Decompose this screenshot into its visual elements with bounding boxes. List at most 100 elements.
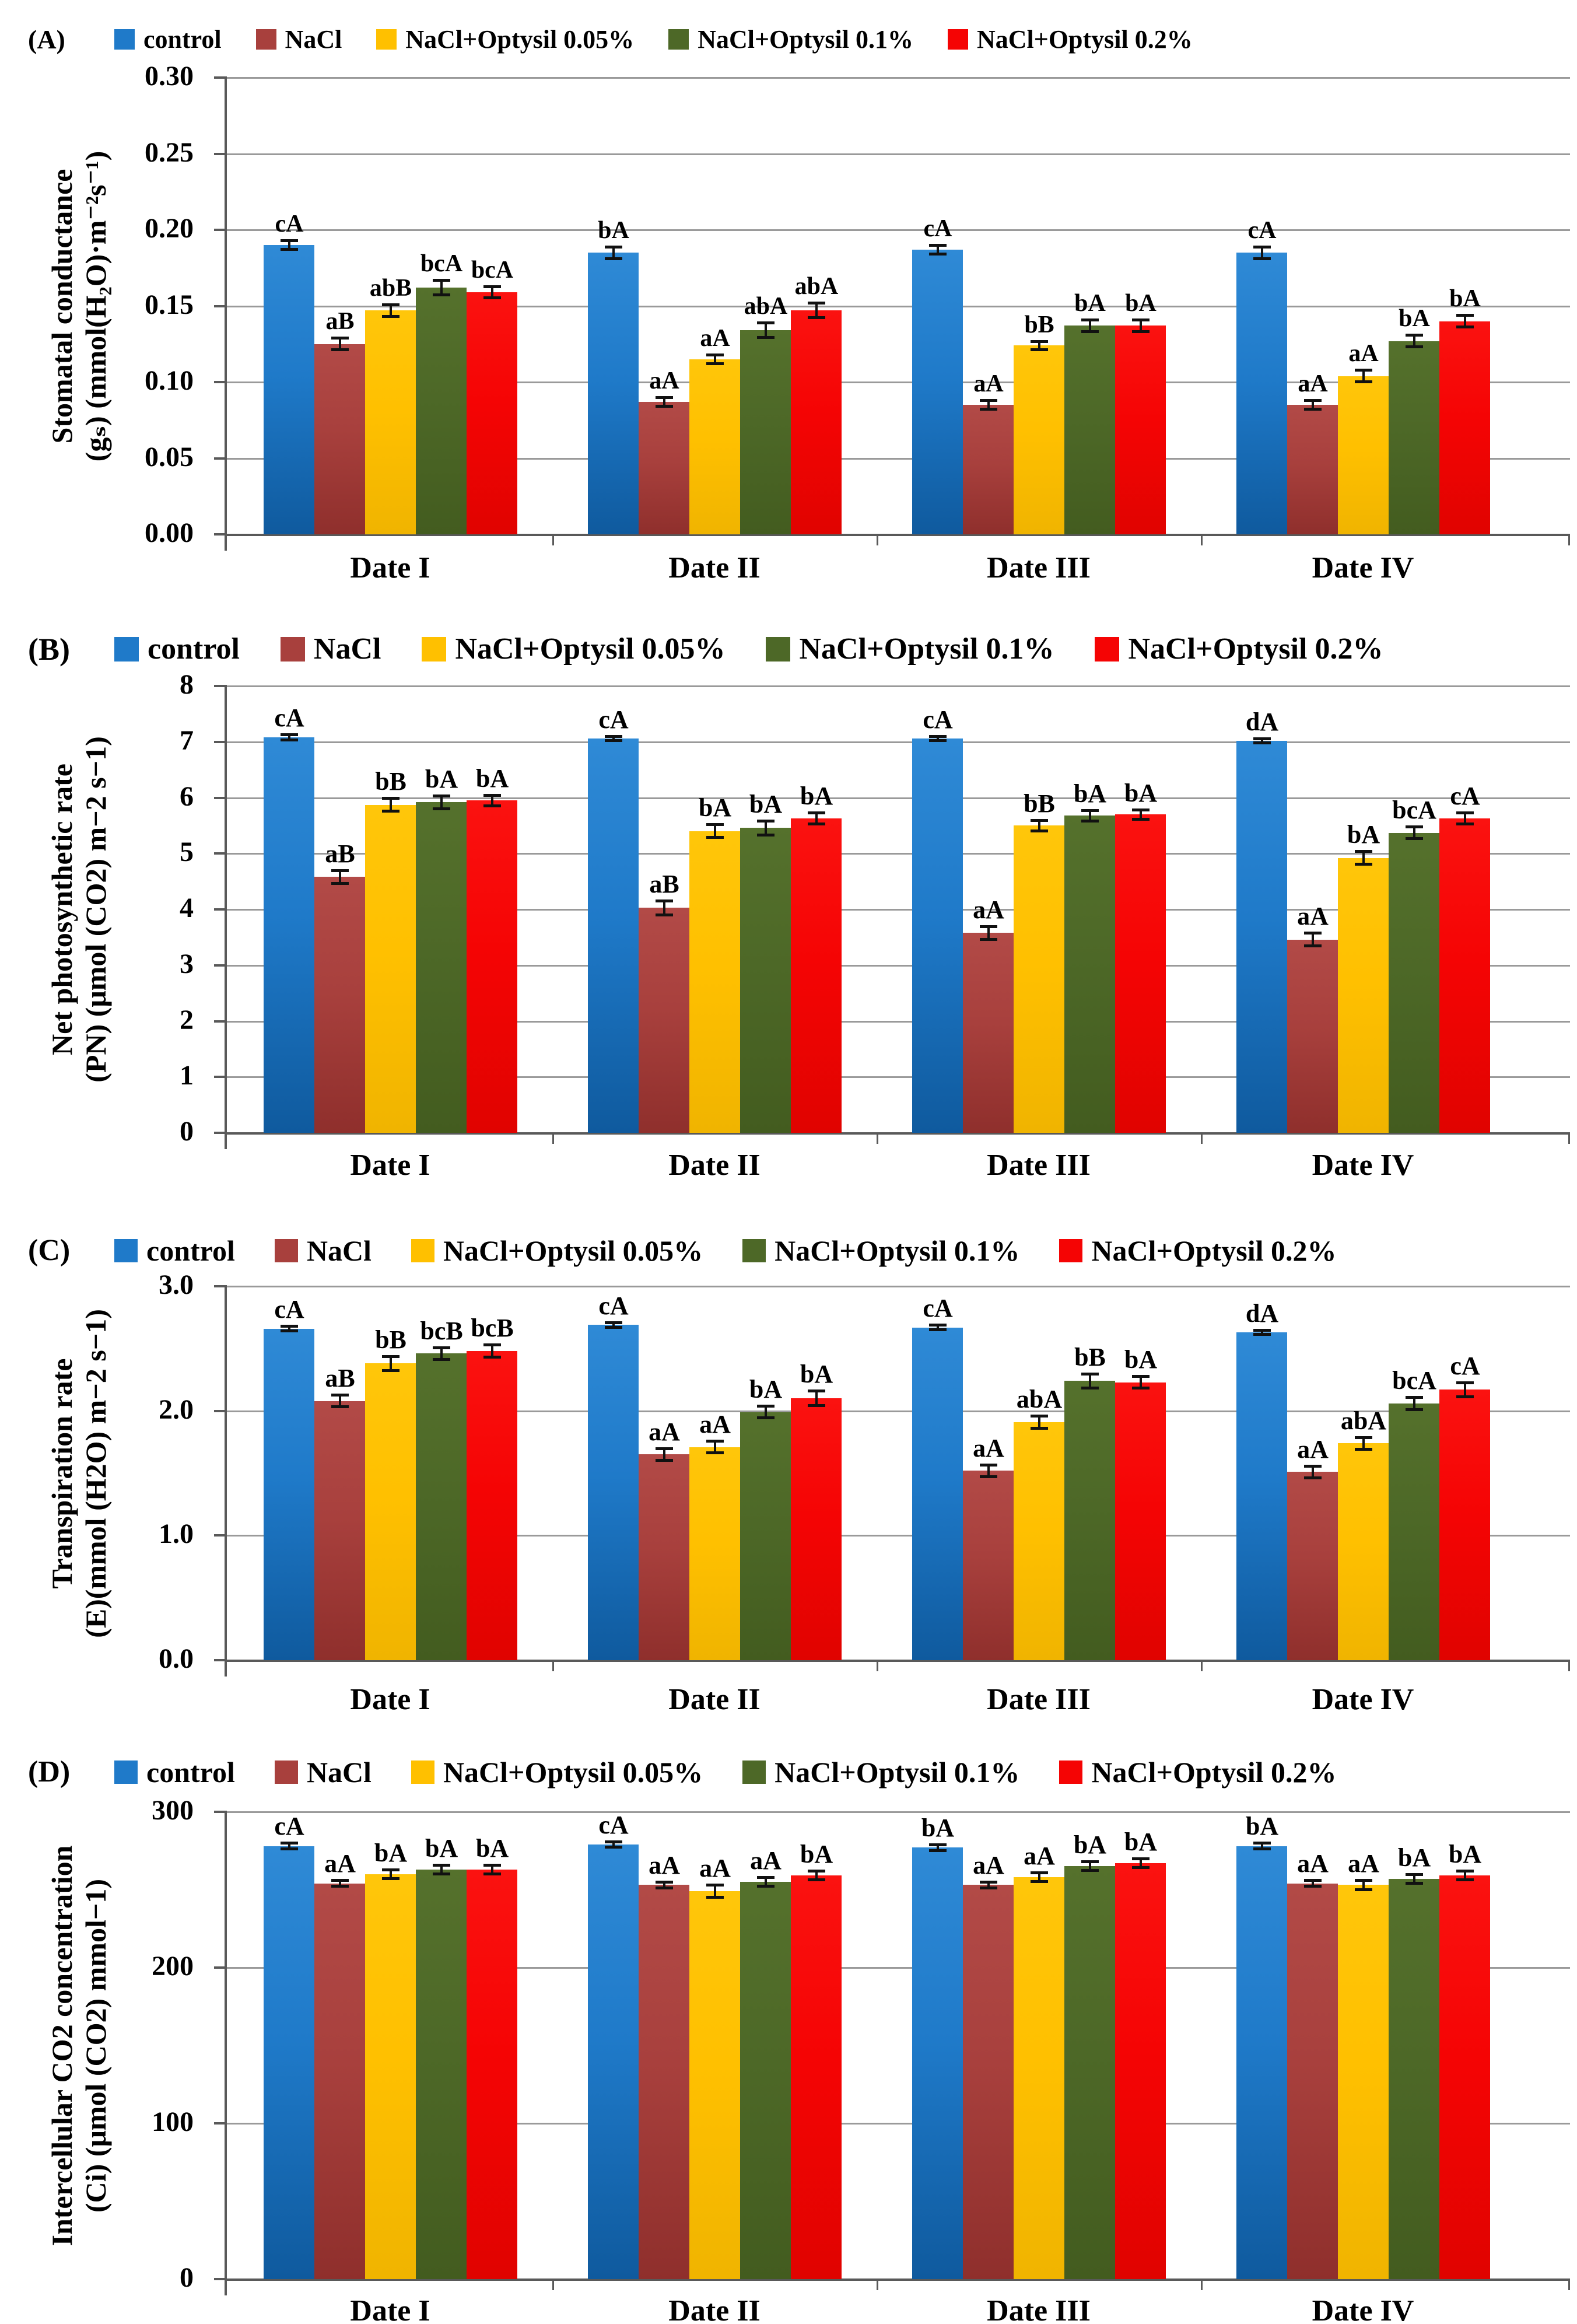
panel-letter: (B): [28, 631, 70, 667]
error-bar-cap: [433, 794, 450, 797]
significance-label: aA: [1348, 340, 1379, 367]
error-bar: [987, 400, 990, 410]
error-bar: [1261, 738, 1263, 743]
significance-label: bA: [1448, 1840, 1482, 1868]
error-bar-cap: [1355, 1436, 1372, 1439]
error-bar-cap: [605, 1846, 622, 1849]
significance-label: aA: [1297, 1849, 1329, 1878]
error-bar: [1261, 247, 1263, 259]
error-bar-cap: [757, 1416, 775, 1419]
y-tick-mark: [214, 1659, 226, 1661]
error-bar-cap: [1081, 318, 1099, 321]
error-bar-cap: [1456, 1395, 1474, 1398]
error-bar: [714, 1441, 716, 1453]
error-bar-cap: [929, 735, 947, 738]
x-axis-line: [225, 1660, 1570, 1662]
legend-color-swatch: [376, 29, 397, 50]
bar: [588, 1845, 639, 2279]
y-tick-mark: [214, 1285, 226, 1287]
legend-label: NaCl+Optysil 0.2%: [976, 25, 1193, 54]
bar: [791, 1398, 842, 1660]
significance-label: aA: [750, 1846, 782, 1875]
error-bar-cap: [605, 739, 622, 742]
legend-color-swatch: [1095, 636, 1120, 662]
significance-label: aA: [649, 1418, 680, 1446]
error-bar: [1089, 1861, 1091, 1871]
bar: [416, 802, 467, 1133]
y-tick-label: 100: [152, 2106, 194, 2137]
legend-color-swatch: [274, 1238, 298, 1262]
bar: [1115, 1382, 1166, 1660]
bar: [264, 1846, 314, 2279]
error-bar-cap: [331, 348, 349, 351]
y-tick-label: 200: [152, 1951, 194, 1982]
error-bar-cap: [1132, 818, 1150, 821]
legend-label: control: [148, 632, 240, 666]
error-bar-cap: [656, 405, 673, 408]
significance-label: bA: [475, 764, 509, 793]
significance-label: bB: [375, 767, 406, 796]
y-axis-title-line1: Intercellular CO2 concentration: [45, 1845, 78, 2246]
error-bar: [714, 355, 716, 364]
error-bar-cap: [1304, 408, 1322, 411]
significance-label: bA: [800, 1840, 833, 1868]
bar: [467, 800, 517, 1133]
error-bar: [339, 870, 341, 884]
gridline: [226, 797, 1570, 799]
error-bar-cap: [757, 1885, 775, 1888]
error-bar-cap: [1132, 330, 1150, 333]
legend-label: control: [146, 1755, 235, 1788]
error-bar-cap: [382, 1868, 399, 1871]
significance-label: cA: [923, 705, 953, 734]
significance-label: bA: [1074, 290, 1106, 317]
error-bar-cap: [1406, 1408, 1423, 1411]
bar: [791, 818, 842, 1133]
error-bar: [663, 397, 665, 407]
gridline: [226, 77, 1570, 79]
significance-label: aA: [1297, 1435, 1329, 1464]
error-bar: [815, 303, 818, 318]
error-bar-cap: [1081, 809, 1099, 812]
error-bar: [440, 1865, 443, 1874]
error-bar: [1362, 851, 1365, 864]
bar: [740, 330, 791, 534]
bar: [912, 1847, 963, 2279]
error-bar-cap: [433, 279, 450, 282]
error-bar-cap: [1253, 257, 1271, 260]
error-bar-cap: [757, 321, 775, 324]
x-category-label: Date IV: [1312, 551, 1414, 584]
y-tick-label: 0.10: [145, 365, 194, 396]
legend-color-swatch: [411, 1760, 434, 1784]
significance-label: cA: [598, 1292, 629, 1320]
error-bar-cap: [433, 1358, 450, 1361]
legend-label: NaCl+Optysil 0.2%: [1091, 1234, 1337, 1267]
gridline: [226, 685, 1570, 687]
error-bar-cap: [980, 399, 997, 402]
error-bar-cap: [1132, 318, 1150, 321]
error-bar: [1140, 810, 1142, 820]
significance-label: cA: [274, 704, 304, 732]
legend-label: NaCl: [313, 632, 381, 666]
error-bar: [390, 1356, 392, 1371]
significance-label: cA: [1247, 217, 1277, 244]
legend-label: NaCl: [285, 25, 342, 54]
y-tick-mark: [214, 76, 226, 79]
error-bar: [765, 1406, 767, 1418]
error-bar: [1140, 320, 1142, 332]
legend-color-swatch: [255, 29, 276, 50]
legend-color-swatch: [274, 1760, 298, 1784]
y-tick-label: 1.0: [159, 1518, 194, 1549]
bar: [963, 1885, 1014, 2279]
significance-label: bA: [1397, 1843, 1431, 1872]
error-bar-cap: [1406, 1873, 1423, 1876]
error-bar: [339, 338, 341, 350]
error-bar-cap: [1081, 330, 1099, 333]
error-bar-cap: [706, 1896, 724, 1899]
error-bar-cap: [808, 811, 825, 814]
bar: [912, 1328, 963, 1660]
error-bar-cap: [605, 735, 622, 738]
y-tick-mark: [214, 1076, 226, 1078]
bar: [740, 1882, 791, 2279]
error-bar: [491, 795, 493, 806]
